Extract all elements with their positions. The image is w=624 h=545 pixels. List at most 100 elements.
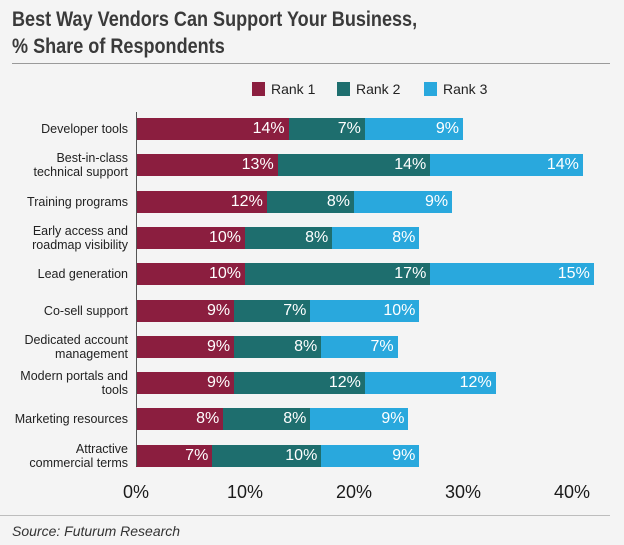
bar-segment-rank-3 xyxy=(364,118,463,140)
data-label: 9% xyxy=(381,410,405,428)
category-label: Best-in-class technical support xyxy=(33,151,128,179)
category-label-line: management xyxy=(55,346,128,361)
bar-segment-rank-2 xyxy=(277,154,431,177)
bar-segment-rank-1 xyxy=(136,118,289,140)
category-label-line: Modern portals and xyxy=(20,369,128,384)
chart-legend: Rank 1 Rank 2 Rank 3 xyxy=(0,80,624,100)
bar-segment-rank-2 xyxy=(234,299,311,322)
bar-segment-rank-1 xyxy=(136,154,278,177)
bar-segment-rank-2 xyxy=(245,226,333,249)
bar-segment-rank-1 xyxy=(136,226,245,249)
bar-segment-rank-1 xyxy=(136,372,235,395)
category-label: Attractive commercial terms xyxy=(29,442,128,470)
bar-segment-rank-3 xyxy=(332,226,420,249)
data-label: 12% xyxy=(230,192,263,210)
category-label-line: Early access and xyxy=(32,223,128,238)
bar-segment-rank-2 xyxy=(266,190,354,213)
data-label: 7% xyxy=(337,120,361,137)
data-label: 8% xyxy=(326,192,350,210)
legend-label: Rank 3 xyxy=(443,81,488,97)
category-label: Training programs xyxy=(27,195,128,209)
y-axis-line xyxy=(136,112,137,466)
data-label: 14% xyxy=(394,156,427,174)
x-tick-label: 20% xyxy=(335,482,373,502)
bar-segment-rank-1 xyxy=(136,335,235,358)
x-tick-label: 40% xyxy=(553,482,591,502)
category-label-line: commercial terms xyxy=(29,455,128,470)
legend-swatch xyxy=(424,82,437,96)
data-label: 10% xyxy=(383,301,416,319)
category-label-line: tools xyxy=(101,383,128,398)
data-label: 15% xyxy=(557,265,590,283)
chart-title: Best Way Vendors Can Support Your Busine… xyxy=(12,6,417,60)
data-label: 8% xyxy=(294,337,318,355)
data-label: 12% xyxy=(328,374,361,392)
legend-label: Rank 1 xyxy=(271,81,316,97)
bar-segment-rank-2 xyxy=(245,263,431,286)
data-label: 9% xyxy=(206,301,231,319)
category-label: Early access and roadmap visibility xyxy=(32,224,128,252)
bar-segment-rank-3 xyxy=(310,408,409,431)
category-label: Co-sell support xyxy=(44,304,128,318)
bar-segment-rank-3 xyxy=(321,335,398,358)
category-label: Developer tools xyxy=(41,122,128,136)
x-tick-label: 10% xyxy=(226,482,264,502)
data-label: 9% xyxy=(424,192,449,210)
bar-segment-rank-2 xyxy=(212,444,322,467)
legend-swatch xyxy=(337,82,350,96)
bar-segment-rank-1 xyxy=(136,444,213,467)
data-label: 8% xyxy=(283,410,307,428)
footer-divider xyxy=(0,515,610,516)
category-label-line: Lead generation xyxy=(37,267,128,282)
data-label: 8% xyxy=(392,228,416,246)
x-tick-label: 0% xyxy=(122,482,150,502)
data-label: 7% xyxy=(283,301,307,319)
chart-title-line-1: Best Way Vendors Can Support Your Busine… xyxy=(12,8,418,31)
category-label-line: Training programs xyxy=(27,194,128,209)
data-label: 10% xyxy=(208,228,241,246)
bar-segment-rank-2 xyxy=(223,408,311,431)
data-label: 8% xyxy=(196,410,220,428)
category-label-line: Best-in-class xyxy=(56,151,128,166)
data-label: 13% xyxy=(241,156,274,174)
data-label: 14% xyxy=(252,120,285,137)
legend-label: Rank 2 xyxy=(356,81,401,97)
title-divider xyxy=(12,63,610,64)
data-label: 9% xyxy=(206,337,231,355)
bar-segment-rank-1 xyxy=(136,299,235,322)
category-label-line: Developer tools xyxy=(41,122,128,136)
data-label: 9% xyxy=(206,374,231,392)
bar-segment-rank-3 xyxy=(321,444,420,467)
bar-segment-rank-3 xyxy=(430,263,594,286)
category-label-line: roadmap visibility xyxy=(32,237,128,252)
data-label: 9% xyxy=(392,446,416,464)
bar-segment-rank-3 xyxy=(364,372,496,395)
category-label-line: Co-sell support xyxy=(43,303,128,318)
bar-segment-rank-3 xyxy=(354,190,453,213)
category-label: Dedicated account management xyxy=(24,333,128,361)
category-label-line: technical support xyxy=(33,165,128,180)
source-note: Source: Futurum Research xyxy=(12,523,181,539)
legend-swatch xyxy=(252,82,265,96)
data-label: 7% xyxy=(185,446,209,464)
bar-segment-rank-1 xyxy=(136,408,224,431)
data-label: 7% xyxy=(370,337,394,355)
category-label: Marketing resources xyxy=(15,412,128,426)
bar-segment-rank-3 xyxy=(430,154,583,177)
data-label: 10% xyxy=(208,265,241,283)
bar-segment-rank-1 xyxy=(136,190,267,213)
data-label: 8% xyxy=(305,228,329,246)
x-tick-label: 30% xyxy=(444,482,482,502)
bar-segment-rank-2 xyxy=(288,118,365,140)
bar-segment-rank-2 xyxy=(234,335,322,358)
bar-segment-rank-3 xyxy=(310,299,420,322)
data-label: 10% xyxy=(285,446,318,464)
data-label: 14% xyxy=(546,156,579,174)
bar-segment-rank-1 xyxy=(136,263,245,286)
chart-title-line-2: % Share of Respondents xyxy=(12,35,225,58)
category-label: Lead generation xyxy=(38,267,128,281)
bar-segment-rank-2 xyxy=(234,372,365,395)
category-label: Modern portals and tools xyxy=(20,369,128,397)
data-label: 17% xyxy=(394,265,427,283)
category-label-line: Dedicated account xyxy=(24,332,128,347)
